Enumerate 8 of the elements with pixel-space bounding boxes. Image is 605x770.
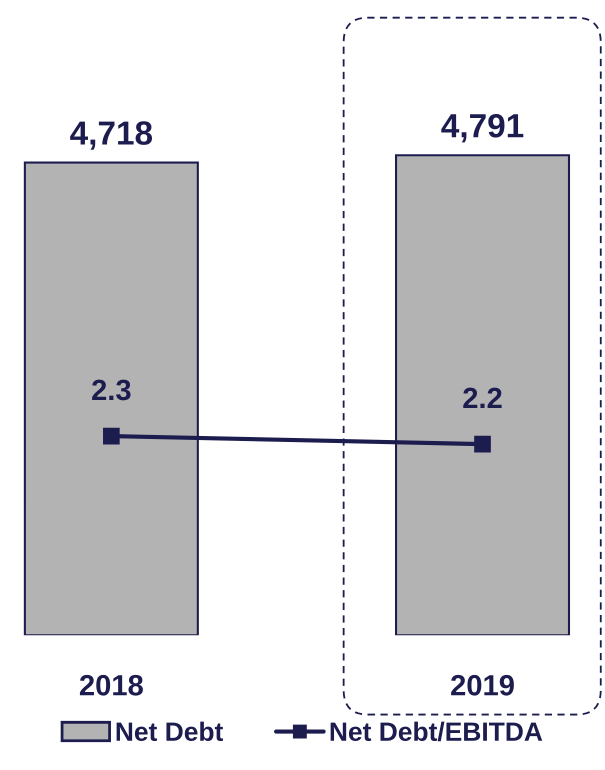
data-label: 2.3 (92, 380, 131, 400)
data-label: 4,791 (441, 114, 524, 142)
data-label: 2.2 (463, 388, 502, 408)
legend-label: Net Debt (116, 722, 224, 742)
data-label: 4,718 (70, 121, 152, 150)
x-tick-label: 2018 (80, 674, 143, 696)
legend-label: Net Debt/EBITDA (330, 722, 542, 742)
x-tick-label: 2019 (451, 674, 514, 696)
